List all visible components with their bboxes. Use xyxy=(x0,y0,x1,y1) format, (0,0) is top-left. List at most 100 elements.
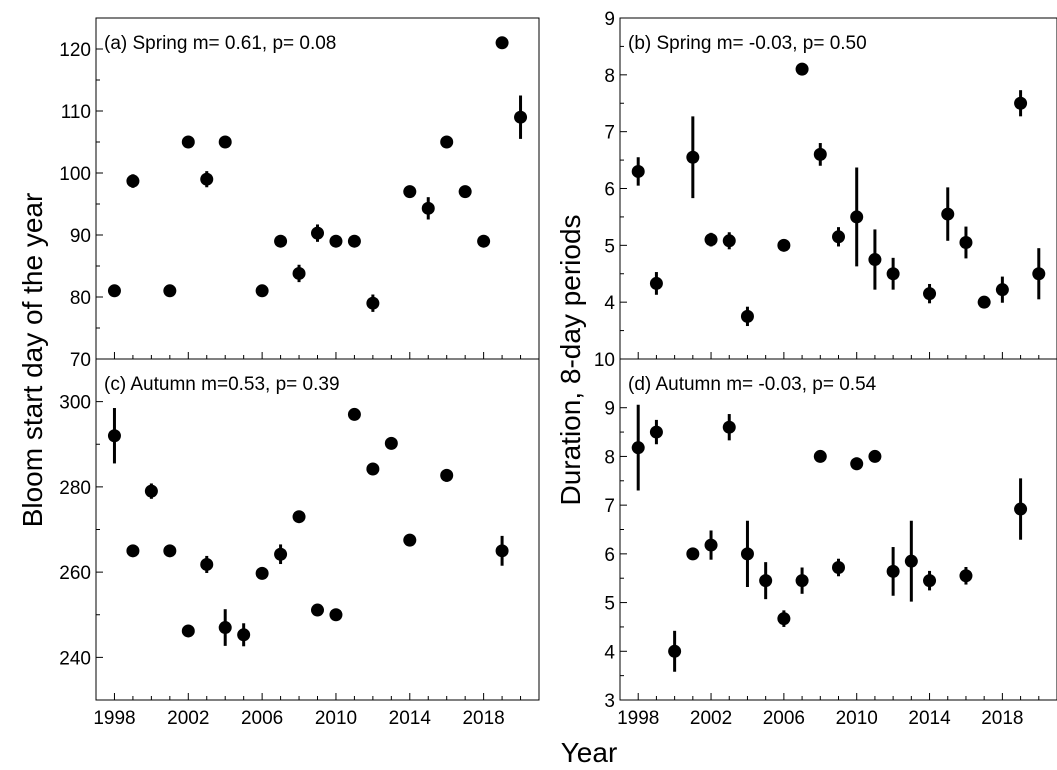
data-point xyxy=(274,234,288,248)
data-point xyxy=(1032,267,1046,281)
data-point xyxy=(126,174,140,188)
x-axis-title: Year xyxy=(561,737,618,768)
x-tick-label: 2002 xyxy=(690,708,732,729)
y-axis-title-left: Bloom start day of the year xyxy=(17,193,48,528)
data-point xyxy=(668,644,682,658)
y-tick-label: 280 xyxy=(59,478,91,499)
data-point xyxy=(795,574,809,588)
plot-frame xyxy=(619,17,1057,360)
data-point xyxy=(649,425,663,439)
data-point xyxy=(759,574,773,588)
y-tick-label: 70 xyxy=(70,350,91,371)
data-point xyxy=(181,624,195,638)
panel-d: 1998 2002 2006 2010 2014 2018 3 4 5 6 7 8 9 (d) Autum… xyxy=(604,358,1057,729)
data-point xyxy=(292,510,306,524)
data-point xyxy=(886,564,900,578)
data-point xyxy=(274,547,288,561)
data-point xyxy=(813,147,827,161)
data-point xyxy=(941,207,955,221)
y-tick-label: 10 xyxy=(594,350,615,371)
y-tick-label: 3 xyxy=(604,691,615,712)
y-tick-label: 6 xyxy=(604,180,615,201)
panel-annotation: (d) Autumn m= -0.03, p= 0.54 xyxy=(628,374,877,395)
data-point xyxy=(440,468,454,482)
data-point xyxy=(722,234,736,248)
y-tick-label: 8 xyxy=(604,66,615,87)
y-tick-label: 7 xyxy=(604,123,615,144)
data-point xyxy=(886,267,900,281)
data-point xyxy=(777,238,791,252)
panel-annotation: (b) Spring m= -0.03, p= 0.50 xyxy=(628,33,867,54)
data-point xyxy=(347,407,361,421)
y-tick-label: 240 xyxy=(59,648,91,669)
data-point xyxy=(495,544,509,558)
data-point xyxy=(850,457,864,471)
data-point xyxy=(421,201,435,215)
data-point xyxy=(868,449,882,463)
data-point xyxy=(200,557,214,571)
data-point xyxy=(311,603,324,617)
data-point xyxy=(1014,502,1028,516)
x-tick-label: 2010 xyxy=(315,708,357,729)
y-tick-label: 5 xyxy=(604,594,615,615)
panel-a: 70 80 90 100 110 120 (a) Spring m= 0.61, p= 0.… xyxy=(59,17,540,371)
x-tick-label: 1998 xyxy=(617,708,659,729)
data-point xyxy=(631,441,645,455)
data-point xyxy=(403,185,417,199)
y-tick-label: 100 xyxy=(59,164,91,185)
data-point xyxy=(218,621,232,635)
data-point xyxy=(163,544,177,558)
data-point xyxy=(458,185,472,199)
data-point xyxy=(740,309,754,323)
data-point xyxy=(495,36,509,50)
data-point xyxy=(218,135,232,149)
data-point xyxy=(144,484,158,498)
data-point xyxy=(923,287,937,301)
y-tick-label: 4 xyxy=(604,293,615,314)
y-tick-label: 5 xyxy=(604,236,615,257)
y-tick-label: 120 xyxy=(59,40,91,61)
x-tick-label: 1998 xyxy=(93,708,135,729)
data-point xyxy=(740,547,754,561)
data-point xyxy=(255,284,269,298)
x-tick-label: 2018 xyxy=(462,708,504,729)
data-point xyxy=(777,612,791,626)
y-tick-label: 7 xyxy=(604,496,615,517)
data-point xyxy=(995,283,1009,297)
data-point xyxy=(329,608,343,622)
data-point xyxy=(704,538,718,552)
data-point xyxy=(329,234,343,248)
y-tick-label: 300 xyxy=(59,393,91,414)
data-point xyxy=(868,253,882,267)
data-point xyxy=(292,266,306,280)
data-point xyxy=(1014,96,1028,110)
data-point xyxy=(347,234,361,248)
data-point xyxy=(977,295,991,309)
data-point xyxy=(163,284,177,298)
plot-frame xyxy=(95,358,540,701)
data-point xyxy=(923,574,937,588)
data-point xyxy=(311,226,324,240)
data-point xyxy=(850,210,864,224)
data-point xyxy=(832,560,845,574)
panel-annotation: (a) Spring m= 0.61, p= 0.08 xyxy=(104,33,336,54)
y-tick-label: 260 xyxy=(59,563,91,584)
data-point xyxy=(649,276,663,290)
y-tick-label: 6 xyxy=(604,545,615,566)
data-point xyxy=(904,554,918,568)
data-point xyxy=(440,135,454,149)
panel-annotation: (c) Autumn m=0.53, p= 0.39 xyxy=(104,374,340,395)
y-tick-label: 9 xyxy=(604,9,615,30)
data-point xyxy=(107,284,121,298)
data-point xyxy=(107,429,121,443)
data-point xyxy=(366,462,380,476)
data-point xyxy=(722,420,736,434)
data-point xyxy=(813,449,827,463)
x-tick-label: 2018 xyxy=(981,708,1023,729)
data-point xyxy=(255,566,269,580)
data-point xyxy=(514,110,528,124)
data-point xyxy=(686,547,700,561)
y-axis-title-right: Duration, 8-day periods xyxy=(555,214,586,505)
data-point xyxy=(237,628,251,642)
